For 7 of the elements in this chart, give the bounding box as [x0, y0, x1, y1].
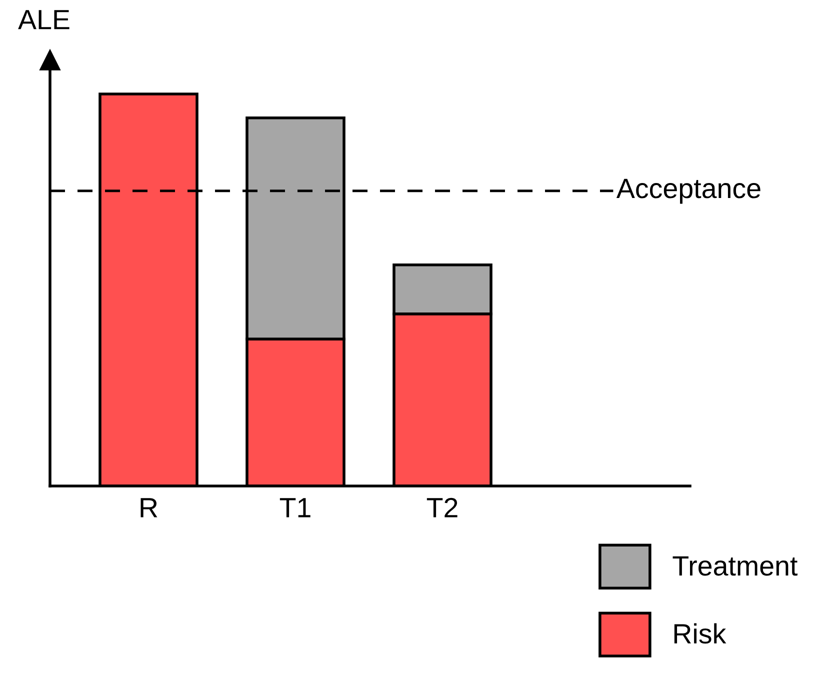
legend-label: Risk — [674, 623, 726, 644]
ref-line-label: Acceptance — [616, 178, 760, 204]
x-tick-label: R — [140, 498, 158, 518]
x-tick-label: T1 — [280, 498, 310, 518]
y-axis-title: ALE — [18, 10, 70, 30]
x-tick-label: T2 — [426, 498, 458, 518]
legend-label: Treatment — [672, 556, 798, 576]
